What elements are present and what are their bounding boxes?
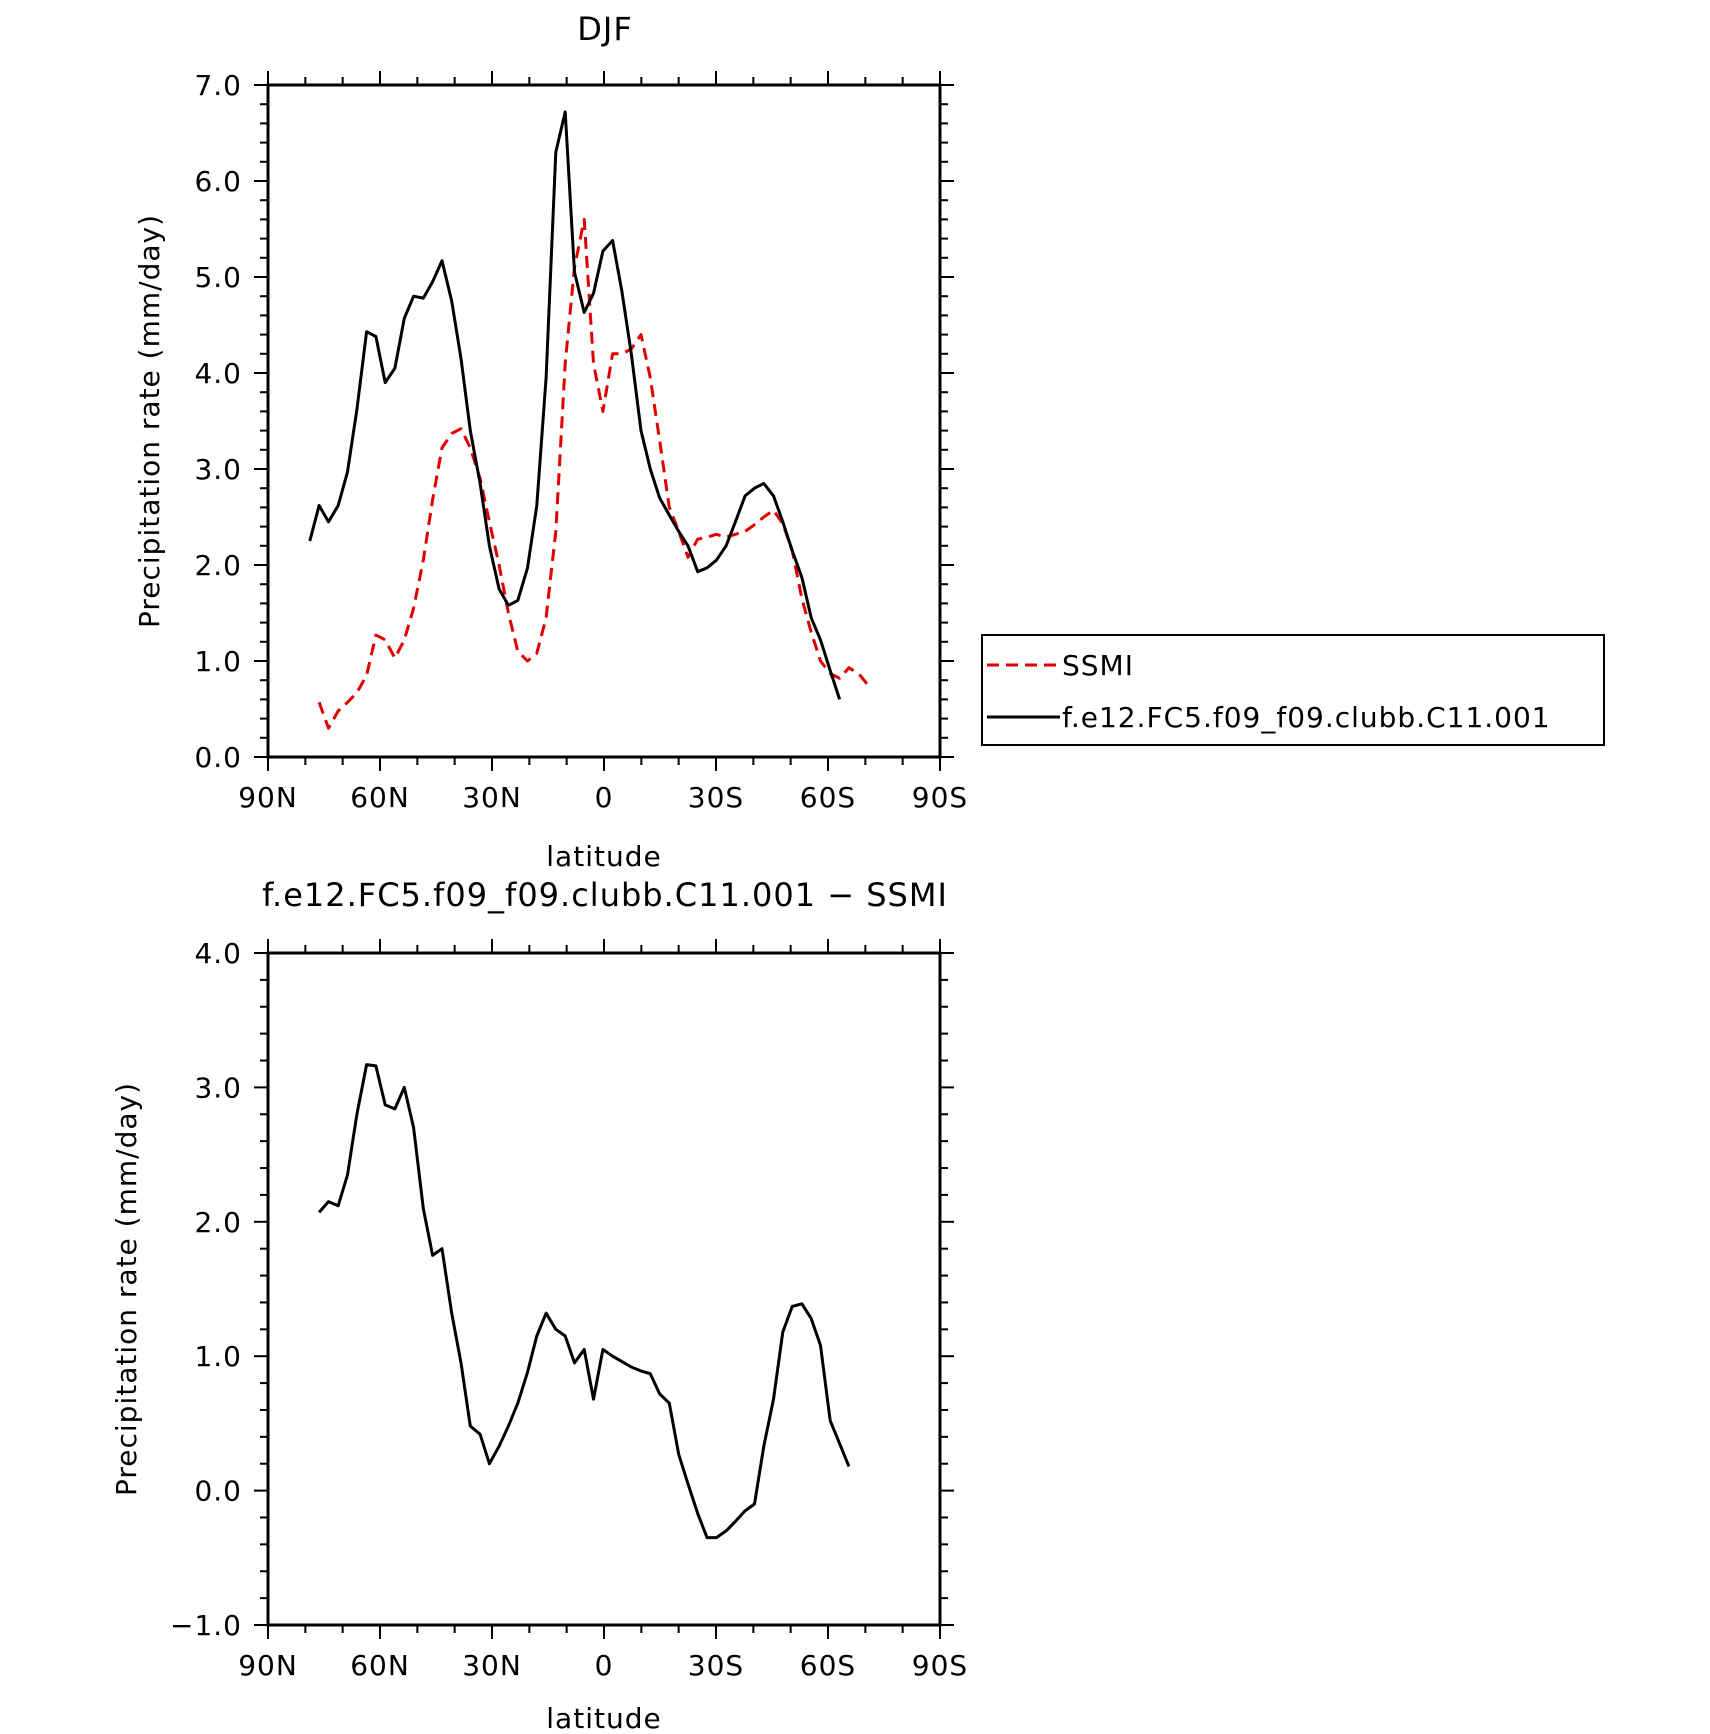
top-y-tick-labels: 0.0 1.0 2.0 3.0 4.0 5.0 6.0 7.0 [194, 69, 242, 774]
y-tick-label: 4.0 [194, 937, 242, 970]
y-tick-label: 1.0 [194, 1340, 242, 1373]
x-tick-label: 90S [912, 1649, 968, 1682]
y-tick-label: 3.0 [194, 1071, 242, 1104]
y-tick-label: 5.0 [194, 261, 242, 294]
x-tick-label: 90N [238, 1649, 298, 1682]
bottom-x-axis-title: latitude [546, 1702, 661, 1734]
bottom-x-tick-labels: 90N 60N 30N 0 30S 60S 90S [238, 1649, 968, 1682]
x-tick-label: 60N [350, 781, 410, 814]
y-tick-label: 1.0 [194, 645, 242, 678]
legend-label-model: f.e12.FC5.f09_f09.clubb.C11.001 [1062, 701, 1551, 734]
top-plot-frame [266, 83, 942, 759]
top-x-tick-labels: 90N 60N 30N 0 30S 60S 90S [238, 781, 968, 814]
legend-label-ssmi: SSMI [1062, 649, 1134, 682]
x-tick-label: 60S [800, 1649, 856, 1682]
y-tick-label: 4.0 [194, 357, 242, 390]
bottom-plot-frame [266, 951, 942, 1627]
x-tick-label: 90N [238, 781, 298, 814]
x-tick-label: 90S [912, 781, 968, 814]
bottom-axis-ticks [254, 939, 954, 1639]
bottom-chart-panel: f.e12.FC5.f09_f09.clubb.C11.001 − SSMI −… [110, 876, 968, 1734]
y-tick-label: 6.0 [194, 165, 242, 198]
bottom-series-group [317, 1063, 851, 1540]
y-tick-label: 0.0 [194, 741, 242, 774]
top-chart-panel: DJF 0.0 1.0 2.0 3.0 4.0 5.0 6.0 7.0 90N 60N 30N 0 3… [133, 10, 1605, 873]
x-tick-label: 0 [595, 1649, 614, 1682]
x-tick-label: 30S [688, 781, 744, 814]
bottom-chart-title: f.e12.FC5.f09_f09.clubb.C11.001 − SSMI [262, 876, 948, 914]
y-tick-label: 0.0 [194, 1475, 242, 1508]
top-axis-ticks [254, 71, 954, 771]
top-series-group [308, 110, 870, 730]
y-tick-label: 2.0 [194, 549, 242, 582]
x-tick-label: 30S [688, 1649, 744, 1682]
bottom-y-axis-title: Precipitation rate (mm/day) [110, 1082, 143, 1496]
top-y-axis-title: Precipitation rate (mm/day) [133, 214, 166, 628]
x-tick-label: 60N [350, 1649, 410, 1682]
y-tick-label: −1.0 [170, 1609, 242, 1642]
legend: SSMI f.e12.FC5.f09_f09.clubb.C11.001 [981, 634, 1605, 746]
difference-series-line [317, 1063, 851, 1540]
legend-box [981, 634, 1605, 746]
x-tick-label: 30N [462, 781, 522, 814]
top-chart-title: DJF [577, 10, 632, 48]
top-x-axis-title: latitude [546, 840, 661, 873]
y-tick-label: 2.0 [194, 1206, 242, 1239]
x-tick-label: 30N [462, 1649, 522, 1682]
y-tick-label: 7.0 [194, 69, 242, 102]
x-tick-label: 60S [800, 781, 856, 814]
y-tick-label: 3.0 [194, 453, 242, 486]
model-series-line [308, 110, 842, 700]
x-tick-label: 0 [595, 781, 614, 814]
ssmi-series-line [317, 217, 870, 730]
bottom-y-tick-labels: −1.0 0.0 1.0 2.0 3.0 4.0 [170, 937, 242, 1642]
